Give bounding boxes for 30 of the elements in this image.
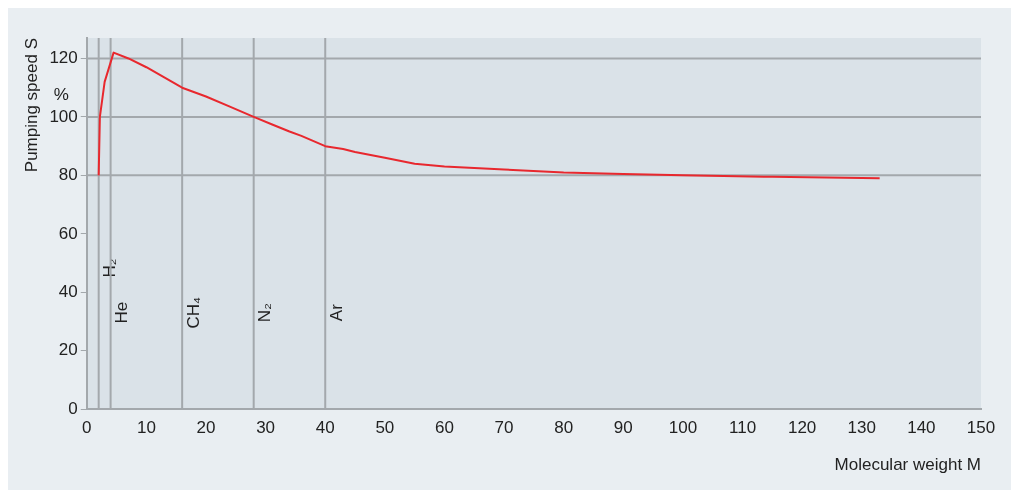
x-tick-label: 50 — [375, 418, 395, 438]
y-tick-label: 100 — [49, 106, 78, 126]
y-axis-title: Pumping speed S — [21, 38, 41, 173]
x-tick-label: 120 — [787, 418, 817, 438]
x-tick-label: 150 — [966, 418, 996, 438]
x-tick-label: 10 — [136, 418, 156, 438]
x-tick-label: 110 — [728, 418, 757, 438]
y-tick-label: 20 — [58, 340, 78, 360]
x-tick-label: 130 — [847, 418, 876, 438]
ref-line-label: CH₄ — [183, 296, 203, 329]
x-tick-label: 60 — [435, 418, 454, 438]
ref-line-label: He — [112, 301, 132, 324]
y-tick-label: 120 — [49, 48, 78, 68]
x-tick-label: 40 — [315, 418, 335, 438]
x-tick-label: 90 — [613, 418, 633, 438]
x-tick-label: 100 — [668, 418, 698, 438]
y-tick-label: 0 — [68, 398, 78, 418]
x-tick-label: 20 — [196, 418, 216, 438]
ref-line-label: N₂ — [255, 303, 275, 323]
x-tick-label: 70 — [494, 418, 514, 438]
x-tick-label: 30 — [256, 418, 276, 438]
x-tick-label: 80 — [554, 418, 574, 438]
y-tick-label: 60 — [58, 223, 78, 243]
y-tick-label: 40 — [58, 281, 78, 301]
x-tick-label: 140 — [907, 418, 936, 438]
x-tick-label: 0 — [82, 418, 92, 438]
text: % — [53, 85, 69, 104]
y-tick-label: 80 — [58, 165, 78, 185]
ref-line-label: Ar — [326, 303, 346, 322]
x-axis-title: Molecular weight M — [834, 455, 981, 475]
